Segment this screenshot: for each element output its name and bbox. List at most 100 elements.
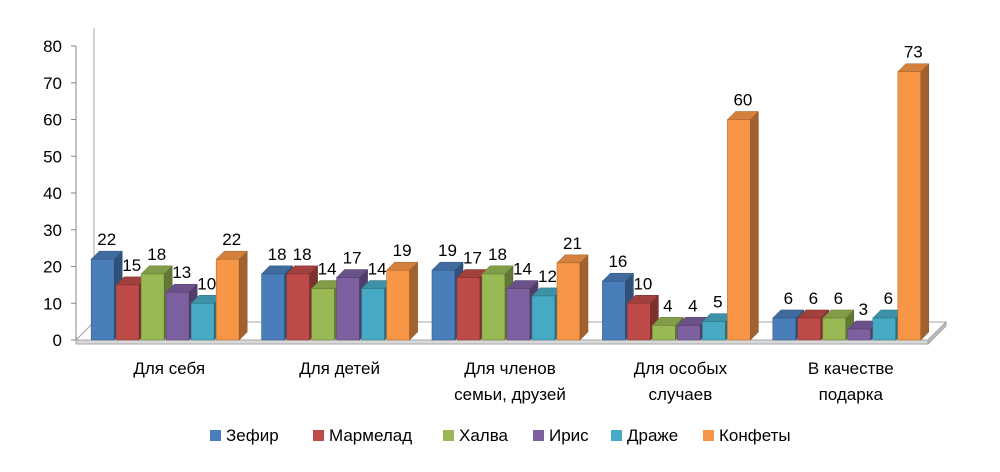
bar-1-4 [797,317,822,341]
data-label: 22 [222,230,241,249]
data-label: 10 [197,274,216,293]
legend-label: Мармелад [329,426,412,445]
bar-1-1 [286,273,310,341]
bar-top [90,250,123,260]
data-label: 19 [393,241,412,260]
legend-label: Конфеты [719,426,791,445]
data-label: 6 [784,289,793,308]
bar-2-4 [822,317,847,341]
bar-top [260,265,294,275]
bar-top [726,111,760,120]
legend-swatch [210,430,221,441]
data-label: 6 [834,289,843,308]
data-label: 4 [663,296,672,315]
bar-0-4 [772,317,797,341]
bar-3-3 [677,324,701,341]
data-label: 6 [809,289,818,308]
data-label: 14 [513,260,532,279]
data-label: 5 [713,293,722,312]
x-category-label: случаев [649,385,713,404]
bar-5-3 [727,119,751,341]
data-label: 17 [463,249,482,268]
bar-top [285,265,319,275]
data-label: 18 [147,245,166,264]
x-category-label: В качестве [808,359,894,378]
bar-top [506,280,539,289]
data-label: 18 [293,245,312,264]
bar-top [626,295,660,304]
bar-side [920,63,930,341]
bar-1-3 [627,302,651,341]
data-label: 18 [488,245,507,264]
data-label: 4 [688,296,697,315]
bar-1-0 [115,284,140,341]
data-label: 19 [438,241,457,260]
data-label: 14 [368,260,387,279]
bar-4-3 [702,321,726,341]
data-label: 17 [343,249,362,268]
bar-side [238,250,248,341]
legend-label: Драже [627,426,678,445]
y-tick-label: 30 [43,221,62,240]
bar-side [750,110,759,341]
legend-label: Ирис [549,426,589,445]
data-label: 18 [268,245,287,264]
y-tick-label: 40 [43,184,62,203]
y-tick-label: 60 [43,111,62,130]
bar-side [579,254,589,341]
bar-3-2 [506,288,531,341]
bar-top [772,309,805,319]
bar-4-2 [531,295,556,341]
data-label: 3 [859,300,868,319]
bar-0-2 [431,269,456,341]
y-tick-label: 20 [43,258,62,277]
bar-1-2 [456,277,481,341]
bar-top [651,317,685,326]
bar-5-0 [215,258,240,341]
bar-top [556,254,589,264]
bar-4-4 [872,317,897,341]
bar-top [431,261,464,271]
bar-2-3 [652,324,676,341]
bar-side [409,261,418,341]
data-label: 16 [608,252,627,271]
bar-4-1 [361,288,385,341]
legend-swatch [443,430,454,441]
bar-top [601,272,635,282]
x-category-label: Для особых [634,359,728,378]
floor-front [75,339,929,345]
bar-top [140,265,173,275]
legend-swatch [313,430,324,441]
bar-5-2 [556,262,581,341]
bar-top [215,250,248,260]
legend-label: Зефир [226,426,279,445]
data-label: 60 [733,91,752,110]
bar-top [797,309,830,319]
legend-swatch [611,430,622,441]
x-category-label: Для детей [299,359,380,378]
bar-0-3 [602,280,626,341]
legend-label: Халва [459,426,509,445]
bar-2-1 [311,288,335,341]
y-tick-label: 0 [53,331,62,350]
data-label: 14 [318,260,337,279]
bar-2-0 [140,273,165,341]
data-label: 15 [122,256,141,275]
floor-side [927,320,947,346]
x-category-label: семьи, друзей [454,385,566,404]
y-tick-label: 50 [43,147,62,166]
y-tick-label: 80 [43,37,62,56]
bar-0-0 [90,258,115,341]
bar-top [481,265,514,275]
x-category-label: Для себя [133,359,205,378]
data-label: 10 [633,274,652,293]
data-label: 73 [904,43,923,62]
x-category-label: Для членов [464,359,555,378]
bar-top [385,261,419,271]
data-label: 13 [172,263,191,282]
data-label: 12 [538,267,557,286]
bar-4-0 [190,302,215,341]
bar-5-4 [897,71,922,341]
